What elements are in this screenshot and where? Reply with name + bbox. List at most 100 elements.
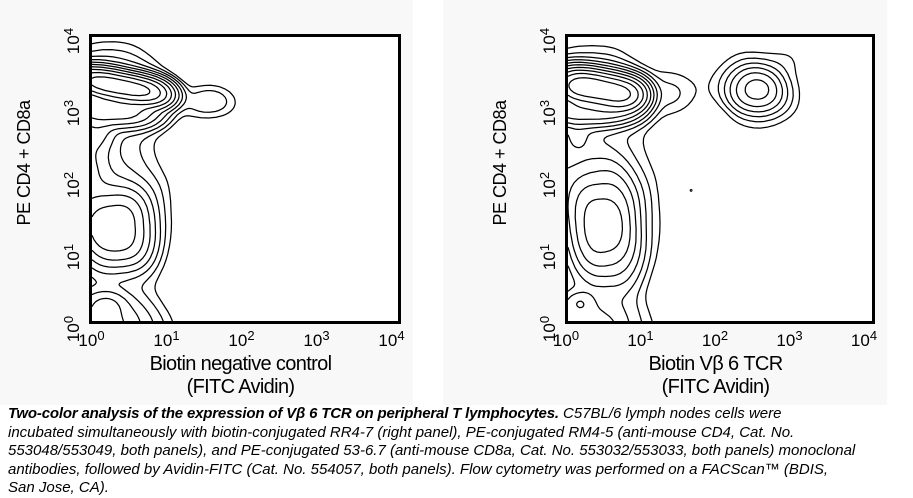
x-tick-label: 101: [153, 328, 179, 350]
x-tick-label: 102: [228, 328, 254, 349]
contour-line: [568, 265, 576, 292]
tick-exponent: 3: [795, 328, 803, 343]
x-axis-title: Biotin negative control (FITC Avidin): [150, 353, 332, 399]
contour-line: [568, 56, 663, 321]
tick-base: 10: [850, 331, 870, 350]
x-tick-label: 101: [627, 328, 653, 350]
tick-base: 10: [303, 331, 323, 350]
contour-line: [568, 66, 648, 121]
caption-text: C57BL/6 lymph nodes cells were: [558, 405, 782, 423]
tick-exponent: 0: [60, 315, 76, 323]
y-tick-label: 102: [61, 172, 83, 198]
contour-line: [729, 67, 784, 113]
tick-exponent: 2: [536, 171, 552, 179]
caption-line: San Jose, CA).: [8, 479, 855, 498]
y-tick-label: 102: [537, 172, 559, 198]
x-tick-label: 104: [850, 328, 877, 350]
caption-text: 553048/553049, both panels), and PE-conj…: [8, 442, 856, 460]
x-axis-title-line1: Biotin Vβ 6 TCR: [648, 353, 783, 375]
contour-dot: [689, 189, 693, 192]
contour-line: [568, 64, 652, 126]
tick-base: 10: [539, 107, 559, 126]
contour-line: [568, 291, 614, 321]
tick-base: 10: [63, 250, 83, 270]
x-axis-title-line2: (FITC Avidin): [661, 376, 771, 398]
contour-line: [92, 276, 98, 287]
plot-area-left: [89, 34, 401, 324]
tick-base: 10: [78, 331, 98, 350]
contour-plot-right: [568, 44, 801, 321]
caption-text: San Jose, CA).: [8, 479, 109, 497]
tick-exponent: 4: [869, 328, 878, 343]
contour-line: [568, 61, 655, 131]
contour-line: [92, 41, 236, 321]
contour-line: [576, 300, 585, 309]
contour-line: [568, 77, 632, 102]
y-tick-label: 104: [537, 28, 559, 55]
caption-line: incubated simultaneously with biotin-con…: [8, 424, 855, 443]
caption-line: 553048/553049, both panels), and PE-conj…: [8, 442, 855, 461]
tick-exponent: 2: [60, 171, 76, 179]
tick-exponent: 4: [60, 27, 76, 36]
contour-line: [92, 290, 141, 321]
y-tick-label: 101: [61, 244, 83, 270]
figure-caption: Two-color analysis of the expression of …: [8, 405, 855, 498]
contour-line: [568, 72, 639, 108]
y-tick-label: 104: [61, 28, 83, 55]
tick-base: 10: [63, 35, 83, 55]
tick-exponent: 1: [536, 243, 552, 251]
contour-line: [92, 194, 145, 261]
plot-area-right: [565, 34, 875, 324]
contour-line: [568, 44, 697, 321]
contour-line: [92, 71, 161, 102]
contour-plot-left: [92, 41, 236, 321]
x-tick-label: 100: [553, 328, 579, 349]
contour-line: [744, 79, 770, 100]
y-axis-title: PE CD4 + CD8a: [490, 100, 510, 226]
contour-line: [92, 61, 180, 268]
x-axis-title-line2: (FITC Avidin): [186, 376, 296, 398]
y-tick-label: 103: [537, 100, 559, 126]
caption-line: antibodies, followed by Avidin-FITC (Cat…: [8, 461, 855, 480]
tick-base: 10: [776, 331, 796, 350]
contour-line: [92, 204, 137, 252]
y-tick-label: 101: [537, 244, 559, 270]
tick-exponent: 0: [97, 328, 105, 343]
contour-line: [568, 157, 643, 288]
y-tick-label: 103: [61, 100, 83, 126]
tick-base: 10: [539, 178, 559, 198]
tick-exponent: 1: [172, 328, 180, 343]
tick-base: 10: [627, 331, 647, 350]
contour-line: [723, 62, 789, 118]
tick-base: 10: [63, 178, 83, 198]
contour-line: [568, 59, 658, 149]
contour-line: [92, 68, 168, 106]
x-axis-title: Biotin Vβ 6 TCR (FITC Avidin): [648, 353, 783, 399]
contour-line: [717, 57, 794, 123]
tick-exponent: 4: [536, 27, 552, 36]
caption-text: antibodies, followed by Avidin-FITC (Cat…: [8, 460, 829, 478]
tick-base: 10: [539, 35, 559, 55]
tick-exponent: 2: [720, 328, 729, 343]
contour-line: [92, 58, 184, 275]
contour-line: [583, 198, 624, 254]
tick-base: 10: [153, 331, 173, 350]
caption-text: incubated simultaneously with biotin-con…: [8, 423, 795, 441]
tick-exponent: 3: [60, 99, 76, 108]
contour-line: [92, 66, 173, 121]
tick-exponent: 3: [536, 99, 552, 108]
contour-line: [92, 48, 228, 321]
tick-base: 10: [701, 331, 721, 350]
x-tick-label: 103: [776, 328, 802, 350]
tick-base: 10: [63, 107, 83, 126]
tick-base: 10: [539, 250, 559, 270]
contour-line: [574, 182, 631, 267]
x-tick-label: 100: [78, 328, 104, 350]
contour-line: [707, 51, 801, 129]
tick-exponent: 2: [247, 328, 255, 343]
x-tick-label: 104: [378, 328, 404, 349]
x-axis-title-line1: Biotin negative control: [149, 353, 332, 375]
contour-line: [568, 169, 637, 278]
tick-exponent: 0: [536, 315, 552, 323]
